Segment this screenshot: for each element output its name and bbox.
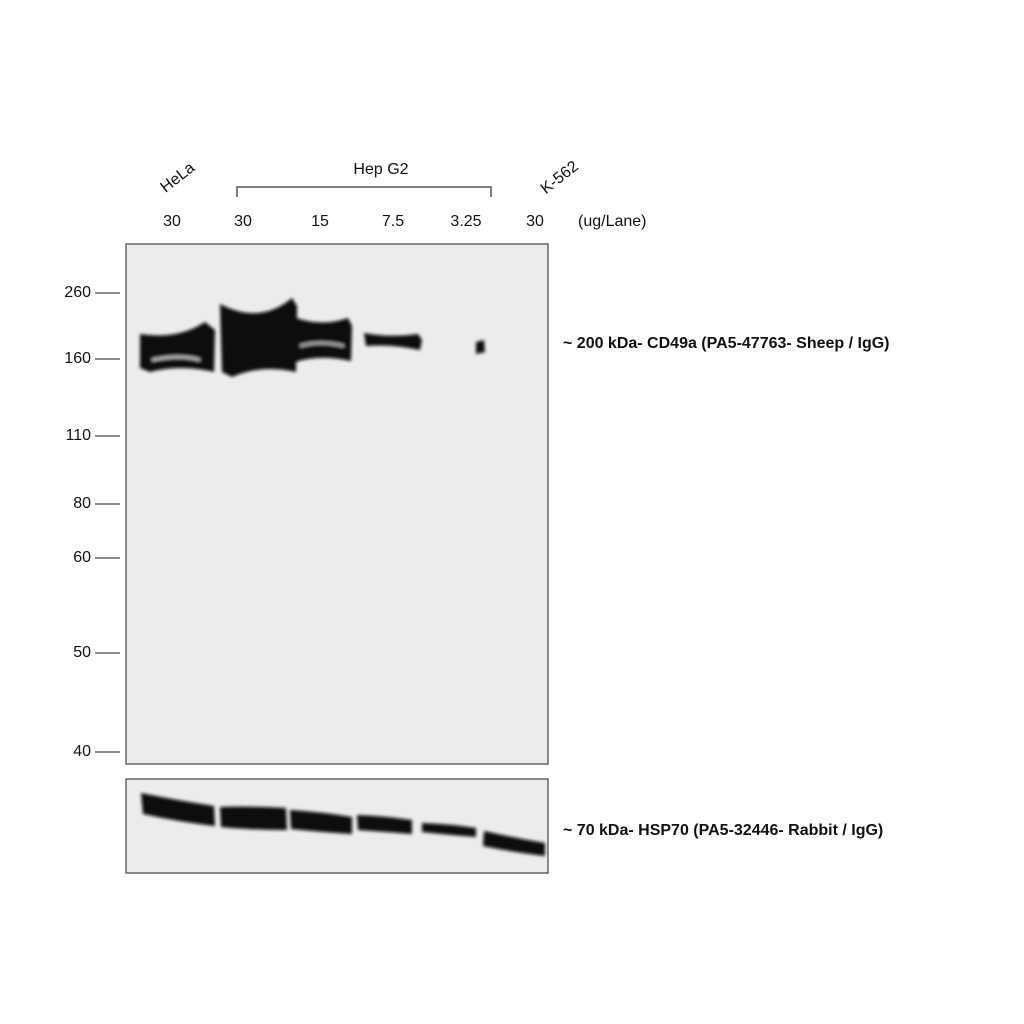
lane-bracket: [236, 186, 492, 197]
marker-label: 80: [73, 495, 91, 512]
load-label: 30: [234, 213, 252, 230]
band: [291, 316, 352, 362]
band: [483, 831, 545, 856]
load-unit: (ug/Lane): [578, 213, 647, 230]
band-label: ~ 70 kDa- HSP70 (PA5-32446- Rabbit / IgG…: [563, 822, 883, 839]
marker-label: 60: [73, 549, 91, 566]
band: [220, 298, 297, 377]
band: [290, 810, 352, 834]
load-label: 30: [163, 213, 181, 230]
cell-line-label: Hep G2: [353, 161, 408, 178]
load-label: 15: [311, 213, 329, 230]
band: [364, 333, 422, 350]
band-highlight: [299, 341, 345, 348]
load-label: 7.5: [382, 213, 404, 230]
band-group: [141, 793, 545, 856]
band-label: ~ 200 kDa- CD49a (PA5-47763- Sheep / IgG…: [563, 335, 890, 352]
band: [476, 340, 485, 354]
band-group: [140, 298, 485, 377]
band-highlight: [151, 355, 201, 362]
load-label: 30: [526, 213, 544, 230]
band: [141, 793, 215, 826]
marker-label: 160: [64, 350, 91, 367]
marker-label: 260: [64, 284, 91, 301]
marker-label: 50: [73, 644, 91, 661]
load-label: 3.25: [450, 213, 481, 230]
marker-label: 110: [65, 427, 91, 444]
band: [357, 815, 412, 834]
band: [220, 806, 287, 830]
band: [422, 823, 476, 837]
marker-label: 40: [73, 743, 91, 760]
